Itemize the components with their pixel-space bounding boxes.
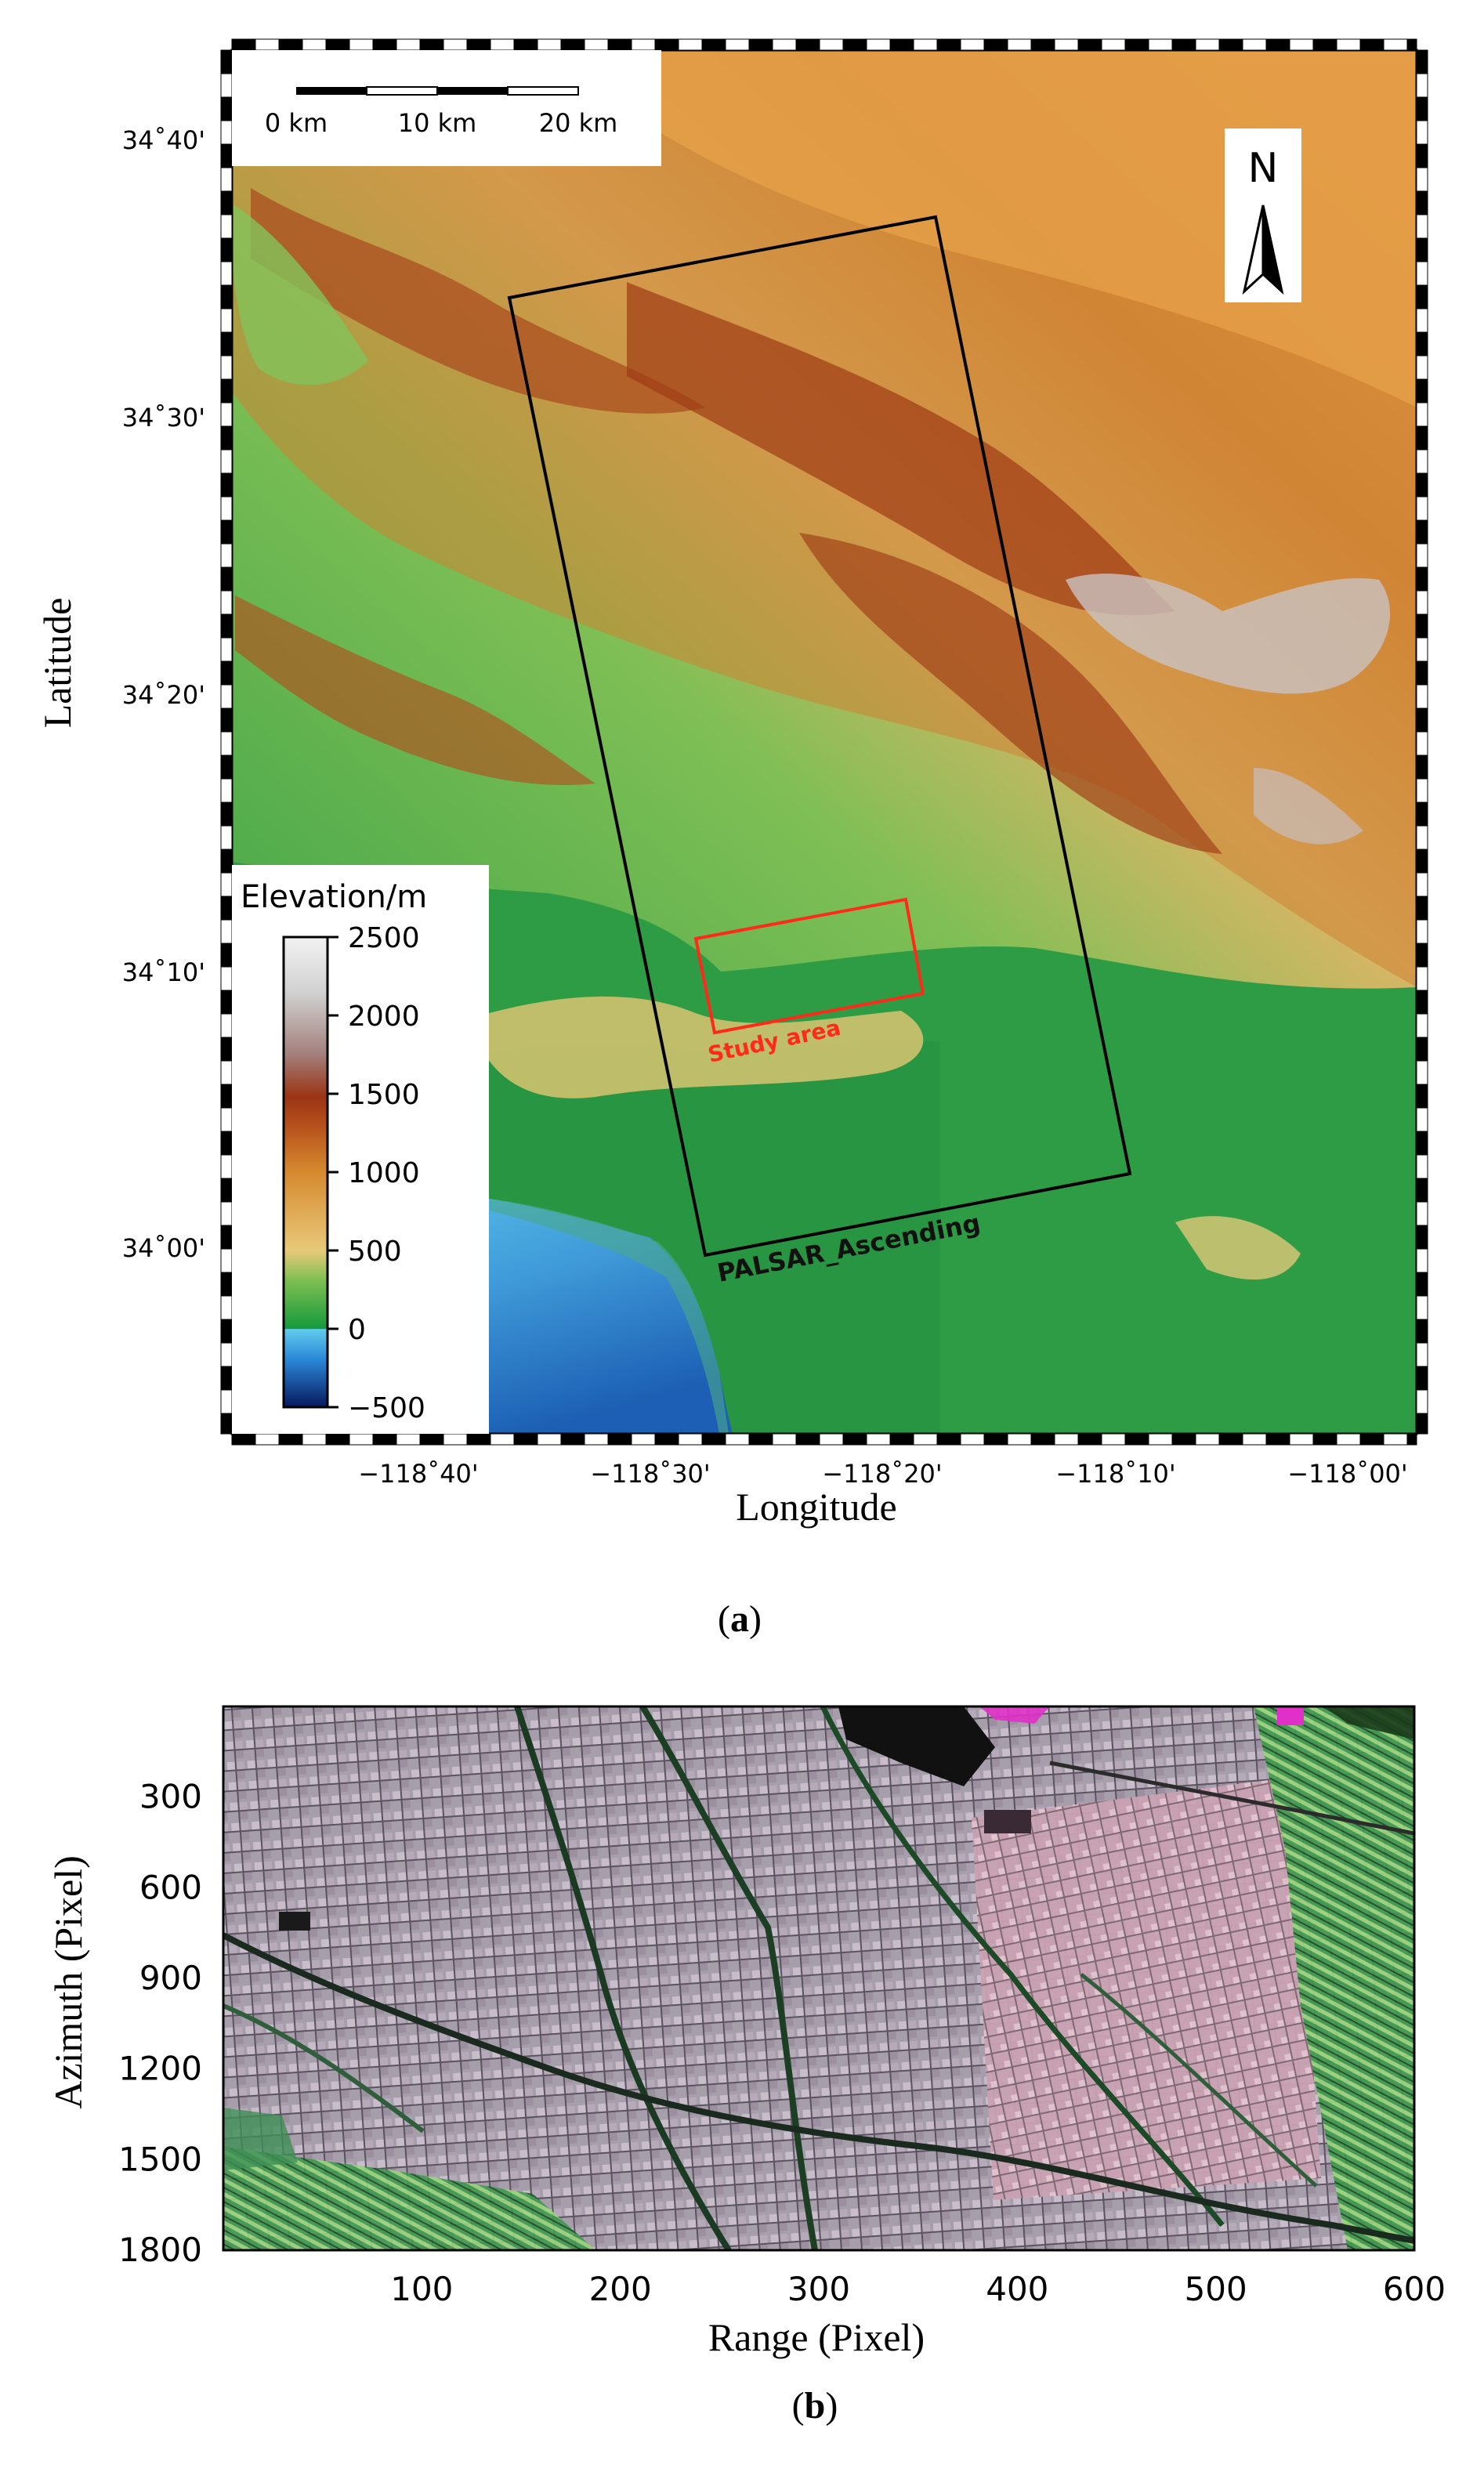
scale-label-20: 20 km (539, 108, 618, 138)
north-arrow: N (1225, 128, 1301, 302)
azimuth-tick: 300 (139, 1778, 202, 1816)
lon-tick-118-30: −118˚30' (590, 1459, 710, 1489)
x-axis-label-b: Range (Pixel) (708, 2315, 925, 2359)
graduated-border (220, 38, 1428, 1446)
latitude-tick-labels: 34˚40' 34˚30' 34˚20' 34˚10' 34˚00' (122, 125, 205, 1263)
range-tick: 100 (390, 2270, 453, 2308)
azimuth-tick: 1500 (118, 2140, 202, 2178)
legend-tick-label: 2000 (348, 1001, 420, 1033)
y-axis-label-b: Azimuth (Pixel) (46, 1855, 90, 2109)
range-tick: 400 (986, 2270, 1048, 2308)
lat-tick-34-20: 34˚20' (122, 680, 205, 710)
azimuth-tick-labels: 300 600 900 1200 1500 1800 (118, 1778, 202, 2269)
legend-tick-label: 0 (348, 1314, 366, 1346)
sar-image (223, 1706, 1414, 2250)
panel-b: 300 600 900 1200 1500 1800 100 200 300 400 500 600… (46, 1705, 1446, 2427)
legend-tick-label: 1500 (348, 1079, 420, 1111)
range-tick: 500 (1185, 2270, 1247, 2308)
azimuth-tick: 900 (139, 1959, 202, 1997)
legend-colorbar (282, 936, 329, 1409)
scale-label-0: 0 km (265, 108, 328, 138)
legend-tick-label: −500 (348, 1392, 425, 1424)
legend-tick-label: 1000 (348, 1157, 420, 1189)
x-axis-label-a: Longitude (736, 1485, 897, 1529)
legend-tick-label: 500 (348, 1236, 402, 1268)
y-axis-label-a: Latitude (35, 598, 79, 729)
range-tick-labels: 100 200 300 400 500 600 (390, 2270, 1446, 2308)
lat-tick-34-40: 34˚40' (122, 125, 205, 155)
azimuth-tick: 1800 (118, 2231, 202, 2269)
scale-bar: 0 km 10 km 20 km (232, 50, 661, 166)
legend-title: Elevation/m (241, 879, 427, 915)
legend-tick-label: 2500 (348, 922, 420, 954)
lon-tick-118-10: −118˚10' (1055, 1459, 1175, 1489)
scale-label-10: 10 km (398, 108, 477, 138)
range-tick: 600 (1383, 2270, 1446, 2308)
lon-tick-118-40: −118˚40' (358, 1459, 478, 1489)
lat-tick-34-00: 34˚00' (122, 1233, 205, 1263)
longitude-tick-labels: −118˚40' −118˚30' −118˚20' −118˚10' −118… (358, 1459, 1407, 1489)
lon-tick-118-20: −118˚20' (822, 1459, 942, 1489)
north-label: N (1248, 145, 1279, 192)
range-tick: 300 (787, 2270, 850, 2308)
dem-map (232, 50, 1417, 1434)
elevation-legend: Elevation/m 2500 2000 1500 1000 500 0 −500 (232, 865, 489, 1434)
panel-b-caption: (b) (792, 2385, 838, 2427)
lat-tick-34-10: 34˚10' (122, 957, 205, 987)
azimuth-tick: 600 (139, 1868, 202, 1906)
sar-frame (222, 1705, 1416, 2252)
panel-a-caption: (a) (718, 1598, 762, 1640)
azimuth-tick: 1200 (118, 2050, 202, 2088)
range-tick: 200 (589, 2270, 652, 2308)
lon-tick-118-00: −118˚00' (1287, 1459, 1407, 1489)
panel-a: 0 km 10 km 20 km N PALSAR_Ascending Stud… (35, 38, 1428, 1640)
lat-tick-34-30: 34˚30' (122, 403, 205, 432)
